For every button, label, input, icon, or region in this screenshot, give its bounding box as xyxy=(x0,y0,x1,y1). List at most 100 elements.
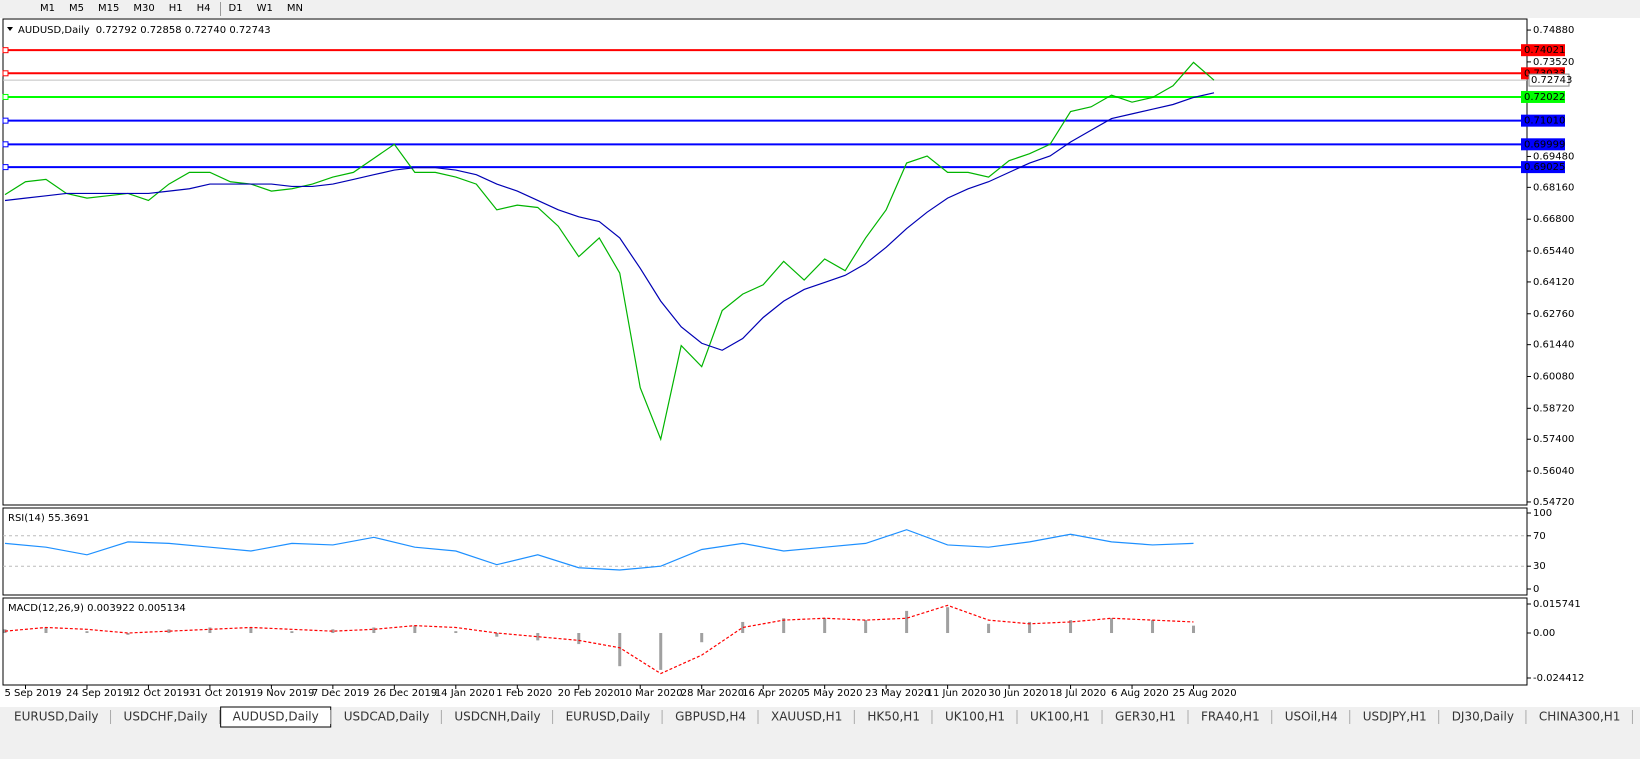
x-tick-label: 14 Jan 2020 xyxy=(435,688,495,699)
tab[interactable] xyxy=(442,709,553,726)
x-tick-label: 18 Jul 2020 xyxy=(1050,688,1107,699)
x-tick-label: 5 May 2020 xyxy=(804,688,863,699)
x-tick-label: 24 Sep 2019 xyxy=(66,688,129,699)
x-tick-label: 10 Mar 2020 xyxy=(619,688,682,699)
tab[interactable] xyxy=(855,709,932,726)
series-line xyxy=(4,92,1215,351)
timeframe-button[interactable]: M5 xyxy=(69,3,84,14)
timeframe-button[interactable]: W1 xyxy=(257,3,273,14)
level-handle xyxy=(2,141,9,148)
tab-label[interactable]: GBPUSD,H4 xyxy=(675,710,746,724)
tab[interactable] xyxy=(932,709,1017,726)
tab[interactable] xyxy=(1103,709,1188,726)
x-tick-label: 11 Jun 2020 xyxy=(927,688,987,699)
y-tick-label: 0.66800 xyxy=(1533,214,1574,225)
macd-histogram-bar xyxy=(700,633,704,643)
rsi-panel xyxy=(2,507,1528,596)
x-tick-label: 23 May 2020 xyxy=(865,688,930,699)
timeframe-button[interactable]: D1 xyxy=(229,3,243,14)
tab[interactable] xyxy=(759,709,855,726)
tab[interactable] xyxy=(1018,709,1103,726)
tab-label[interactable]: CHINA300,H1 xyxy=(1539,710,1621,724)
level-label-bg xyxy=(1521,114,1565,127)
tab-label[interactable]: GER30,H1 xyxy=(1115,710,1176,724)
tab[interactable] xyxy=(111,709,220,726)
x-tick-label: 26 Dec 2019 xyxy=(373,688,437,699)
x-tick-label: 20 Feb 2020 xyxy=(558,688,620,699)
macd-panel xyxy=(2,597,1528,686)
tab-label[interactable]: AUDUSD,Daily xyxy=(233,710,319,724)
y-tick-label: -0.024412 xyxy=(1533,673,1584,684)
panel-title: RSI(14) 55.3691 xyxy=(8,513,89,524)
macd-histogram-bar xyxy=(85,631,89,634)
tab-label[interactable]: UK100,H1 xyxy=(1030,710,1090,724)
timeframe-button[interactable]: H4 xyxy=(197,3,211,14)
macd-histogram-bar xyxy=(741,621,745,634)
x-tick-label: 31 Oct 2019 xyxy=(189,688,251,699)
tab-label[interactable]: HK50,H1 xyxy=(867,710,920,724)
tab-label[interactable]: EURUSD,Daily xyxy=(14,710,99,724)
tab-label[interactable]: USDCHF,Daily xyxy=(124,710,208,724)
tab-label[interactable]: XAUUSD,H1 xyxy=(771,710,842,724)
tab-label[interactable]: USDCNH,Daily xyxy=(454,710,540,724)
toolbar-bg xyxy=(0,0,1640,18)
y-tick-label: 0.62760 xyxy=(1533,309,1574,320)
tab[interactable] xyxy=(331,709,442,726)
macd-histogram-bar xyxy=(946,607,950,634)
y-tick-label: 0.74880 xyxy=(1533,25,1574,36)
y-tick-label: 0.54720 xyxy=(1533,497,1574,508)
macd-histogram-bar xyxy=(1069,620,1073,634)
macd-histogram-bar xyxy=(987,623,991,634)
tab[interactable] xyxy=(1350,709,1439,726)
tab-label[interactable]: USDJPY,H1 xyxy=(1363,710,1427,724)
timeframe-button[interactable]: M1 xyxy=(40,3,55,14)
macd-histogram-bar xyxy=(864,620,868,634)
tab-label[interactable]: UK100,H1 xyxy=(945,710,1005,724)
macd-histogram-bar xyxy=(454,631,458,634)
x-tick-label: 5 Sep 2019 xyxy=(4,688,61,699)
macd-histogram-bar xyxy=(823,618,827,634)
level-label-bg xyxy=(1521,138,1565,151)
y-tick-label: 0.61440 xyxy=(1533,340,1574,351)
tab-label[interactable]: EURUSD,Daily xyxy=(566,710,651,724)
timeframe-button[interactable]: MN xyxy=(287,3,303,14)
level-label: 0.74021 xyxy=(1524,45,1565,56)
macd-histogram-bar xyxy=(659,633,663,670)
tab[interactable] xyxy=(2,709,111,726)
tab[interactable] xyxy=(553,709,663,726)
series-line xyxy=(4,61,1215,442)
series-line xyxy=(4,604,1194,675)
y-tick-label: 0.57400 xyxy=(1533,434,1574,445)
y-tick-label: 0.56040 xyxy=(1533,466,1574,477)
y-tick-label: 0.00 xyxy=(1533,628,1555,639)
level-handle xyxy=(2,93,9,100)
macd-histogram-bar xyxy=(290,631,294,634)
tab[interactable] xyxy=(1633,709,1640,726)
level-label-bg xyxy=(1521,161,1565,174)
timeframe-button[interactable]: M30 xyxy=(133,3,154,14)
macd-histogram-bar xyxy=(1110,618,1114,634)
macd-histogram-bar xyxy=(413,625,417,634)
tab[interactable] xyxy=(1526,709,1633,726)
macd-histogram-bar xyxy=(1151,620,1155,634)
level-label: 0.69025 xyxy=(1524,162,1565,173)
tab-label[interactable]: USDCAD,Daily xyxy=(344,710,430,724)
tab-label[interactable]: FRA40,H1 xyxy=(1201,710,1260,724)
x-tick-label: 28 Mar 2020 xyxy=(681,688,744,699)
tab[interactable] xyxy=(1439,709,1526,726)
y-tick-label: 100 xyxy=(1533,508,1552,519)
macd-histogram-bar xyxy=(372,627,376,634)
level-label: 0.71010 xyxy=(1524,116,1565,127)
y-tick-label: 0.60080 xyxy=(1533,371,1574,382)
menu-arrow xyxy=(7,27,13,31)
timeframe-button[interactable]: H1 xyxy=(169,3,183,14)
y-tick-label: 0.58720 xyxy=(1533,403,1574,414)
tab-label[interactable]: DJ30,Daily xyxy=(1452,710,1514,724)
tab[interactable] xyxy=(1272,709,1350,726)
level-handle xyxy=(2,164,9,171)
timeframe-button[interactable]: M15 xyxy=(98,3,119,14)
tab-label[interactable]: USOil,H4 xyxy=(1285,710,1338,724)
price-panel xyxy=(2,18,1528,506)
tab[interactable] xyxy=(1189,709,1272,726)
tab[interactable] xyxy=(663,709,758,726)
